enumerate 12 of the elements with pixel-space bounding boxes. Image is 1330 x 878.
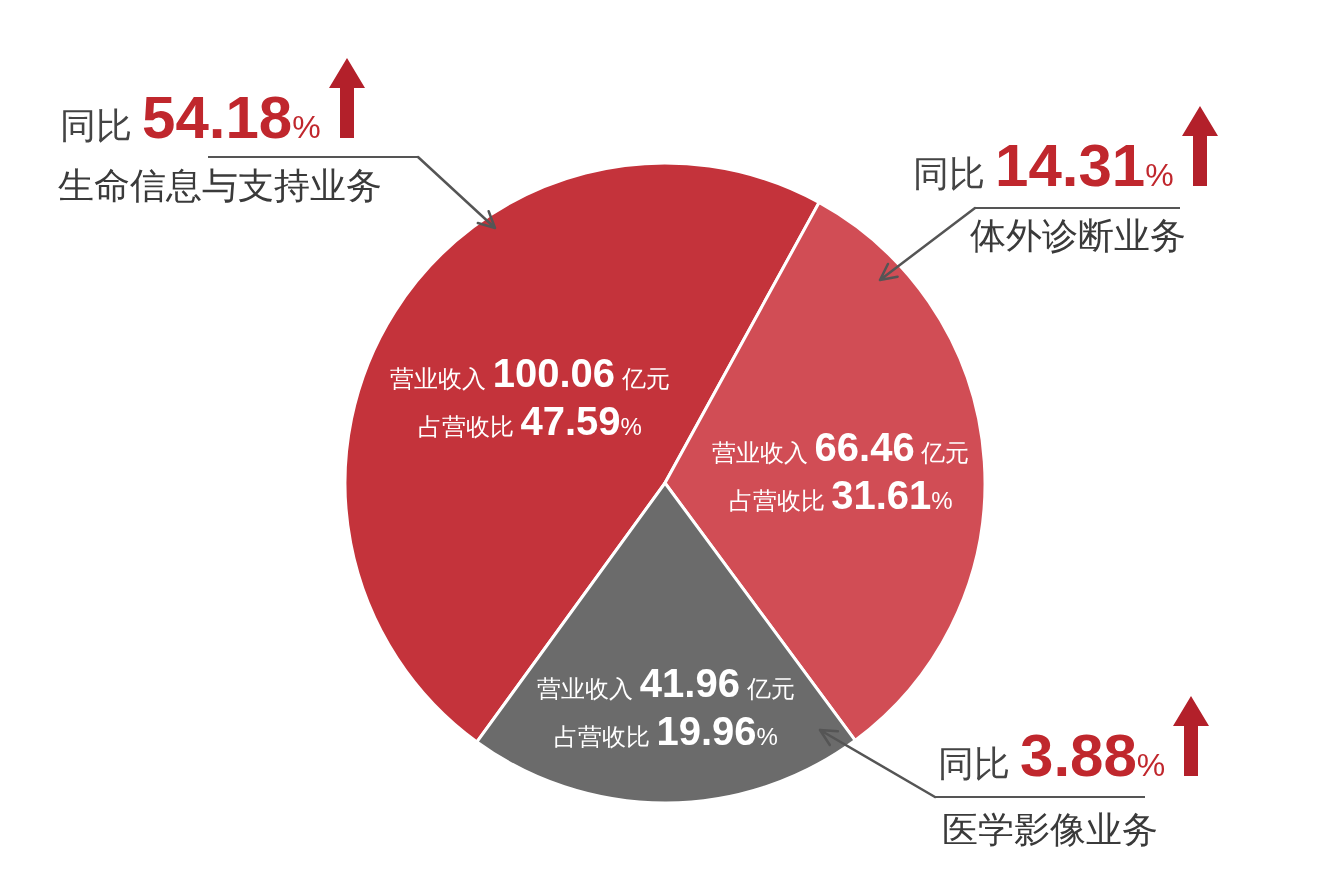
text: 占营收比 31.61% [728,473,953,518]
slice-label: 体外诊断业务 [970,215,1186,256]
text: 同比 14.31% [913,132,1174,199]
data-label: 营业收入 66.46 亿元 [711,425,970,470]
text: 占营收比 47.59% [417,399,642,444]
text: 同比 3.88% [938,722,1166,789]
slice-label: 医学影像业务 [942,809,1158,850]
data-label: 营业收入 41.96 亿元 [537,661,795,705]
slice-label: 生命信息与支持业务 [58,165,382,206]
text: 占营收比 19.96% [553,709,778,753]
text: 同比 54.18% [60,84,321,151]
data-label: 营业收入 100.06 亿元 [390,351,670,396]
